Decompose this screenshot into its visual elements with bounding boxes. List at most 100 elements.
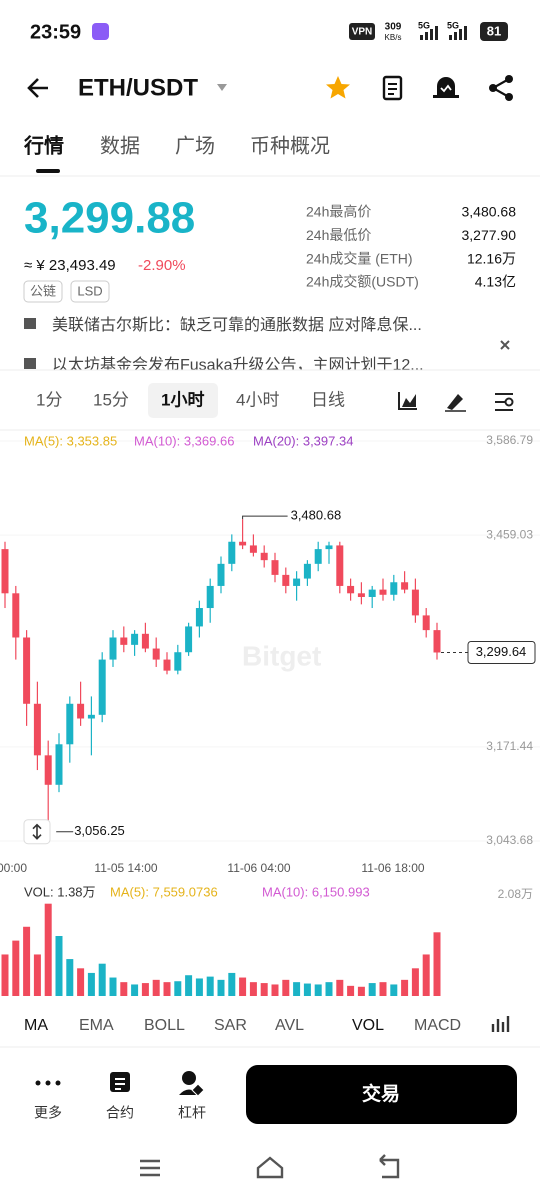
chart-type-button[interactable] bbox=[398, 392, 417, 410]
bottom-item[interactable]: 杠杆 bbox=[178, 1105, 206, 1121]
volume-bar bbox=[195, 978, 203, 996]
tab-indicator bbox=[36, 169, 60, 173]
trade-label[interactable]: 交易 bbox=[362, 1082, 400, 1105]
candle-body bbox=[422, 615, 430, 631]
last-price: 3,299.88 bbox=[24, 194, 195, 243]
trade-button[interactable] bbox=[246, 1065, 517, 1124]
indicator[interactable]: MA bbox=[24, 1017, 48, 1034]
stat-label: 24h成交额(USDT) bbox=[306, 274, 419, 290]
candle-body bbox=[282, 574, 290, 586]
ma-legend: MA(5): 3,353.85 bbox=[24, 433, 117, 448]
volume-bar bbox=[433, 932, 441, 996]
candle-body bbox=[293, 578, 301, 586]
more-icon[interactable] bbox=[35, 1080, 61, 1086]
vpn: VPN bbox=[352, 27, 373, 38]
volume-bar bbox=[390, 984, 398, 996]
share-button[interactable] bbox=[489, 75, 513, 101]
candle-body bbox=[347, 585, 355, 594]
high-marker bbox=[242, 515, 288, 520]
news-ticker[interactable]: 美联储古尔斯比：缺乏可靠的通胀数据 应对降息保... 以太坊基金会发布Fusak… bbox=[0, 306, 540, 376]
bottom-item[interactable]: 更多 bbox=[34, 1105, 62, 1121]
high-label: 3,480.68 bbox=[291, 508, 342, 523]
candle-body bbox=[1, 549, 9, 594]
volume-bar bbox=[206, 976, 214, 996]
volume-bar bbox=[293, 982, 301, 996]
tab[interactable]: 广场 bbox=[175, 134, 215, 157]
notes-button[interactable] bbox=[382, 75, 403, 101]
stat-value: 3,277.90 bbox=[462, 227, 517, 243]
settings-button[interactable] bbox=[495, 393, 514, 411]
ma-legend: MA(20): 3,397.34 bbox=[253, 433, 353, 448]
x-tick-label: 11-06 18:00 bbox=[361, 861, 424, 875]
close-news[interactable] bbox=[500, 340, 510, 350]
indicator[interactable]: BOLL bbox=[144, 1017, 185, 1034]
candle-body bbox=[109, 637, 117, 660]
candle-body bbox=[12, 593, 20, 638]
indicator[interactable]: VOL bbox=[352, 1017, 384, 1034]
network: 5G bbox=[447, 20, 459, 30]
margin-icon[interactable] bbox=[179, 1071, 205, 1097]
bottom-item[interactable]: 合约 bbox=[106, 1105, 134, 1121]
news-item[interactable]: 美联储古尔斯比：缺乏可靠的通胀数据 应对降息保... bbox=[52, 315, 422, 334]
candle-body bbox=[87, 714, 95, 719]
candlestick-chart: Bitget 3,586.79 3,459.03 3,171.44 3,043.68 MA… bbox=[0, 433, 540, 996]
signal bbox=[420, 26, 467, 40]
nav-back[interactable] bbox=[379, 1154, 400, 1179]
x-tick-label: 00:00 bbox=[0, 861, 27, 875]
volume-bar bbox=[336, 979, 344, 996]
candle-body bbox=[152, 648, 160, 660]
interval[interactable]: 1分 bbox=[36, 390, 62, 409]
tab[interactable]: 币种概况 bbox=[250, 134, 330, 157]
volume-bar bbox=[401, 979, 409, 996]
indicator[interactable]: AVL bbox=[275, 1017, 304, 1034]
stat-label: 24h成交量 (ETH) bbox=[306, 250, 413, 266]
interval[interactable]: 1小时 bbox=[161, 390, 204, 409]
candle-body bbox=[411, 589, 419, 616]
battery bbox=[480, 22, 508, 41]
indicator[interactable]: MACD bbox=[414, 1017, 461, 1034]
y-tick-label: 3,171.44 bbox=[486, 739, 533, 753]
candle-body bbox=[163, 659, 171, 671]
pair-dropdown[interactable] bbox=[217, 84, 227, 91]
cny-price: ≈ ¥ 23,493.49 bbox=[24, 257, 116, 274]
interval[interactable]: 4小时 bbox=[236, 390, 279, 409]
tab[interactable]: 行情 bbox=[23, 133, 64, 157]
y-tick-label: 3,459.03 bbox=[486, 527, 533, 541]
volume-bar bbox=[249, 982, 257, 996]
contract-icon[interactable] bbox=[110, 1072, 130, 1092]
stat-value: 4.13亿 bbox=[475, 274, 516, 290]
x-tick-label: 11-05 14:00 bbox=[94, 861, 157, 875]
candle-body bbox=[44, 755, 52, 785]
back-button[interactable] bbox=[27, 78, 48, 98]
volume-bar bbox=[23, 926, 31, 996]
range-toggle-icon bbox=[32, 823, 42, 840]
candle-body bbox=[206, 585, 214, 609]
candle-body bbox=[390, 582, 398, 595]
nav-home[interactable] bbox=[256, 1156, 284, 1179]
candle-body bbox=[336, 545, 344, 586]
alert-button[interactable] bbox=[433, 77, 459, 98]
draw-button[interactable] bbox=[445, 394, 466, 412]
indicator-settings[interactable] bbox=[491, 1016, 510, 1032]
interval-fade bbox=[376, 382, 392, 418]
volume-bar bbox=[77, 968, 85, 996]
stats: 24h最高价 3,480.68 24h最低价 3,277.90 24h成交量 (ETH)… bbox=[306, 204, 516, 290]
network: 5G bbox=[418, 20, 430, 30]
app-icon bbox=[92, 23, 109, 40]
candle-body bbox=[260, 552, 268, 561]
indicator[interactable]: EMA bbox=[79, 1017, 114, 1034]
favorite-button[interactable] bbox=[326, 76, 350, 99]
interval[interactable]: 15分 bbox=[93, 390, 129, 409]
interval[interactable]: 日线 bbox=[311, 390, 345, 409]
pair-title[interactable]: ETH/USDT bbox=[78, 74, 198, 101]
volume-tick-label: 2.08万 bbox=[498, 887, 533, 901]
nav-menu[interactable] bbox=[140, 1159, 160, 1177]
indicator[interactable]: SAR bbox=[214, 1017, 247, 1034]
candle-body bbox=[433, 630, 441, 653]
volume-bar bbox=[303, 983, 311, 996]
tab[interactable]: 数据 bbox=[100, 134, 140, 157]
price-change: -2.90% bbox=[138, 257, 186, 274]
candle-body bbox=[55, 744, 63, 785]
volume-bar bbox=[1, 954, 9, 996]
